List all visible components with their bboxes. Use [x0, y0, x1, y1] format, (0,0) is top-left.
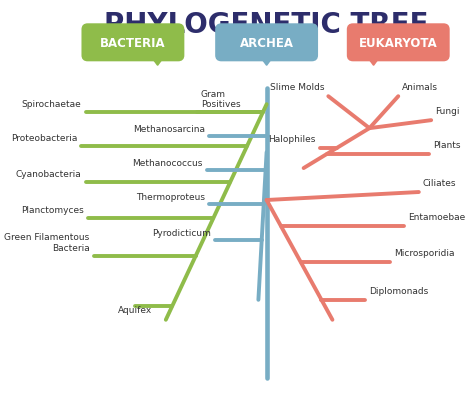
Text: ARCHEA: ARCHEA: [240, 37, 293, 50]
Text: BACTERIA: BACTERIA: [100, 37, 166, 50]
Text: Thermoproteus: Thermoproteus: [136, 192, 205, 201]
Text: Gram
Positives: Gram Positives: [201, 89, 240, 109]
Text: Methanosarcina: Methanosarcina: [133, 125, 205, 134]
Text: Aquifex: Aquifex: [118, 305, 152, 314]
Text: Pyrodicticum: Pyrodicticum: [152, 228, 211, 237]
Text: Planctomyces: Planctomyces: [21, 205, 83, 215]
Text: PHYLOGENETIC TREE: PHYLOGENETIC TREE: [104, 11, 429, 39]
FancyBboxPatch shape: [83, 26, 183, 61]
Text: Cyanobacteria: Cyanobacteria: [16, 170, 82, 178]
Text: Spirochaetae: Spirochaetae: [22, 100, 82, 109]
Text: Plants: Plants: [433, 141, 461, 150]
Text: Methanococcus: Methanococcus: [132, 158, 203, 168]
FancyBboxPatch shape: [217, 26, 317, 61]
Text: Halophiles: Halophiles: [269, 135, 316, 144]
Text: EUKARYOTA: EUKARYOTA: [359, 37, 438, 50]
Text: Microsporidia: Microsporidia: [394, 249, 455, 257]
Polygon shape: [150, 56, 165, 66]
Text: Fungi: Fungi: [435, 107, 460, 116]
Polygon shape: [366, 56, 381, 66]
Polygon shape: [259, 56, 274, 66]
Text: Slime Molds: Slime Molds: [270, 83, 324, 92]
Text: Proteobacteria: Proteobacteria: [11, 134, 77, 143]
Text: Animals: Animals: [402, 83, 438, 92]
Text: Diplomonads: Diplomonads: [369, 286, 428, 295]
Text: Entamoebae: Entamoebae: [409, 213, 466, 222]
FancyBboxPatch shape: [348, 26, 448, 61]
Text: Green Filamentous
Bacteria: Green Filamentous Bacteria: [4, 233, 90, 252]
Text: Ciliates: Ciliates: [423, 179, 456, 188]
